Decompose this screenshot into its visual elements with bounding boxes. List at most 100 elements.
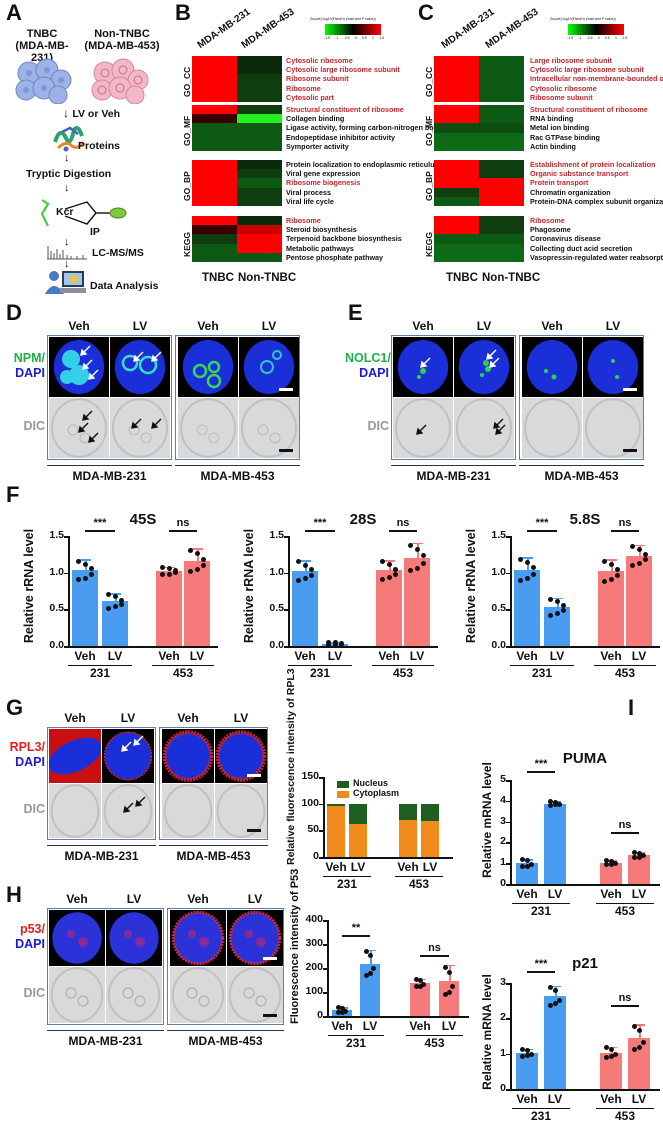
data-point [554,611,560,617]
term-label: Pentose phosphate pathway [286,252,384,262]
heatmap-cell [434,56,479,66]
data-point [421,553,426,559]
significance-line [611,530,639,532]
y-tick-label: 400 [305,913,323,925]
y-tick-label: 0.5 [49,602,64,615]
heatmap-cell [192,234,237,245]
bar [628,854,650,884]
condition-label: LV [476,319,492,333]
legend-tick: 0 [354,36,357,40]
heatmap-cell [192,83,237,94]
data-point [630,562,635,568]
y-tick [284,646,288,648]
heatmap-cell [479,56,524,66]
heatmap-cell [237,225,282,235]
cell-line-label: MDA-MB-231 [47,845,156,863]
heatmap-cell [479,196,524,207]
x-axis [510,1089,660,1091]
data-point [364,949,369,955]
data-point [641,1039,646,1045]
significance-marker: *** [534,958,548,970]
bar [156,571,182,646]
footer-tnbc: TNBC [446,272,478,284]
error-cap [365,949,376,952]
workflow-diagram: TNBC (MDA-MB-231) Non-TNBC (MDA-MB-453) … [0,26,170,294]
x-tick-label: LV [327,649,343,663]
y-tick [284,609,288,611]
heatmap-cell [192,169,237,179]
y-tick [506,1089,510,1091]
y-tick [319,803,323,806]
data-point [76,558,81,564]
heatmap-cell [237,234,282,245]
term-label: Ribosome biogenesis [286,178,361,188]
data-point [393,571,398,577]
fluorescence-image [393,337,453,397]
slash: / [41,351,45,365]
data-point [76,577,81,583]
significance-marker: *** [535,517,549,529]
data-point [602,558,607,564]
y-tick-label: 0 [500,877,506,889]
protein-structure-icon [53,126,85,152]
condition-label: LV [233,711,249,725]
step-ip: IP [90,226,100,238]
data-point [520,1046,525,1052]
data-point [520,864,525,870]
heatmap-cell [479,160,524,170]
chart-28s: 28S Relative rRNA level 0.0 0.5 1.0 1.5 Veh LV V… [220,490,442,680]
x-tick-label: LV [189,649,205,663]
fluorescence-image [239,337,299,397]
term-label: Cytosolic part [286,92,334,102]
term-label: Ribosome subunit [530,92,593,102]
heatmap-cell [434,83,479,94]
data-point [641,853,646,859]
heatmap-cell [434,105,479,115]
data-point [524,575,530,581]
stacked-bar-segment [421,803,439,821]
footer-non-tnbc: Non-TNBC [238,272,297,284]
data-point [414,984,419,990]
step-kcr: Kcr [56,206,74,218]
heatmap-cell [192,187,237,198]
dapi-label: DAPI [15,937,45,951]
data-point [552,1001,558,1007]
group-label: 453 [406,1035,463,1050]
data-point [326,640,331,646]
data-point [632,855,637,860]
y-tick [506,1053,510,1056]
group-label: 231 [512,903,570,918]
scale-bar [263,957,277,960]
term-label: Cytosolic ribosome [286,56,353,65]
microscopy-panel-d: Veh LV Veh LV NPM/DAPI DIC MDA-MB-231 MDA-MB-45… [0,300,345,483]
y-tick [323,920,327,922]
bar [410,983,430,1016]
cell-line-label: MDA-MB-231 [47,465,172,483]
x-tick-label: Veh [331,1019,353,1033]
legend-tick: -0.5 [343,36,350,40]
term-label: Cytosolic large ribosome subunit [530,65,644,75]
data-point [554,599,560,605]
bar [516,1052,538,1089]
y-tick [506,821,510,824]
cell-line-label: MDA-MB-453 [519,465,644,483]
term-label: Coronavirus disease [530,234,601,244]
heatmap-cell [237,243,282,254]
heatmap-cell [479,65,524,75]
heatmap-cell [237,196,282,207]
data-point [194,551,200,557]
term-label: Ribosome [286,216,321,225]
data-point [326,642,331,648]
bar [184,560,210,646]
non-tnbc-cells-icon [91,58,149,104]
y-tick [506,884,510,886]
scale-bar [263,1014,277,1017]
dapi-label: DAPI [15,755,45,769]
y-tick [506,536,510,538]
data-point [524,560,530,566]
data-point [557,997,562,1003]
error-cap [444,964,455,967]
dic-image [110,398,170,458]
group-label: 453 [596,1108,654,1123]
heatmap-b: MDA-MB-231 MDA-MB-453 Zscore(-log10(Fish… [180,0,446,290]
